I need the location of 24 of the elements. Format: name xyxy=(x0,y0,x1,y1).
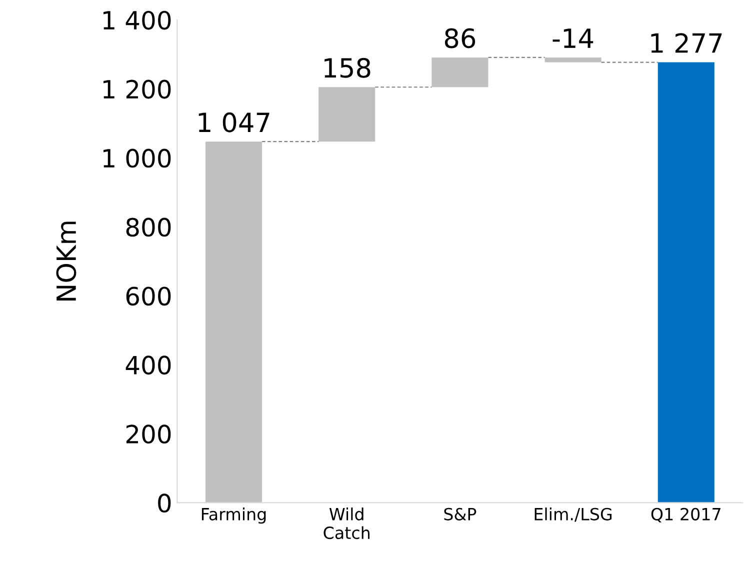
y-tick-label: 1 000 xyxy=(104,148,171,168)
bar xyxy=(205,142,262,503)
x-tick-label: Farming xyxy=(202,508,266,524)
y-tick-label: 400 xyxy=(126,356,171,375)
y-tick-label: 200 xyxy=(126,424,171,444)
data-label: 86 xyxy=(444,28,476,48)
y-tick-label: 600 xyxy=(126,286,171,306)
y-tick-label: 800 xyxy=(126,218,171,237)
x-tick-label: Wild Catch xyxy=(324,508,370,540)
y-tick-label: 0 xyxy=(158,494,171,513)
y-tick-label: 1 200 xyxy=(104,80,171,99)
y-tick-label: 1 400 xyxy=(104,10,171,30)
bar xyxy=(658,62,714,503)
bar xyxy=(432,57,488,88)
bar xyxy=(318,87,376,142)
data-label: 158 xyxy=(324,58,370,78)
data-label: 1 277 xyxy=(651,33,722,53)
data-label: -14 xyxy=(552,28,594,48)
data-label: 1 047 xyxy=(198,112,270,132)
x-tick-label: Elim./LSG xyxy=(534,508,612,522)
y-axis-title: NOKm xyxy=(56,222,76,300)
x-tick-label: S&P xyxy=(444,508,476,520)
x-tick-label: Q1 2017 xyxy=(651,508,720,522)
bar xyxy=(544,57,602,62)
